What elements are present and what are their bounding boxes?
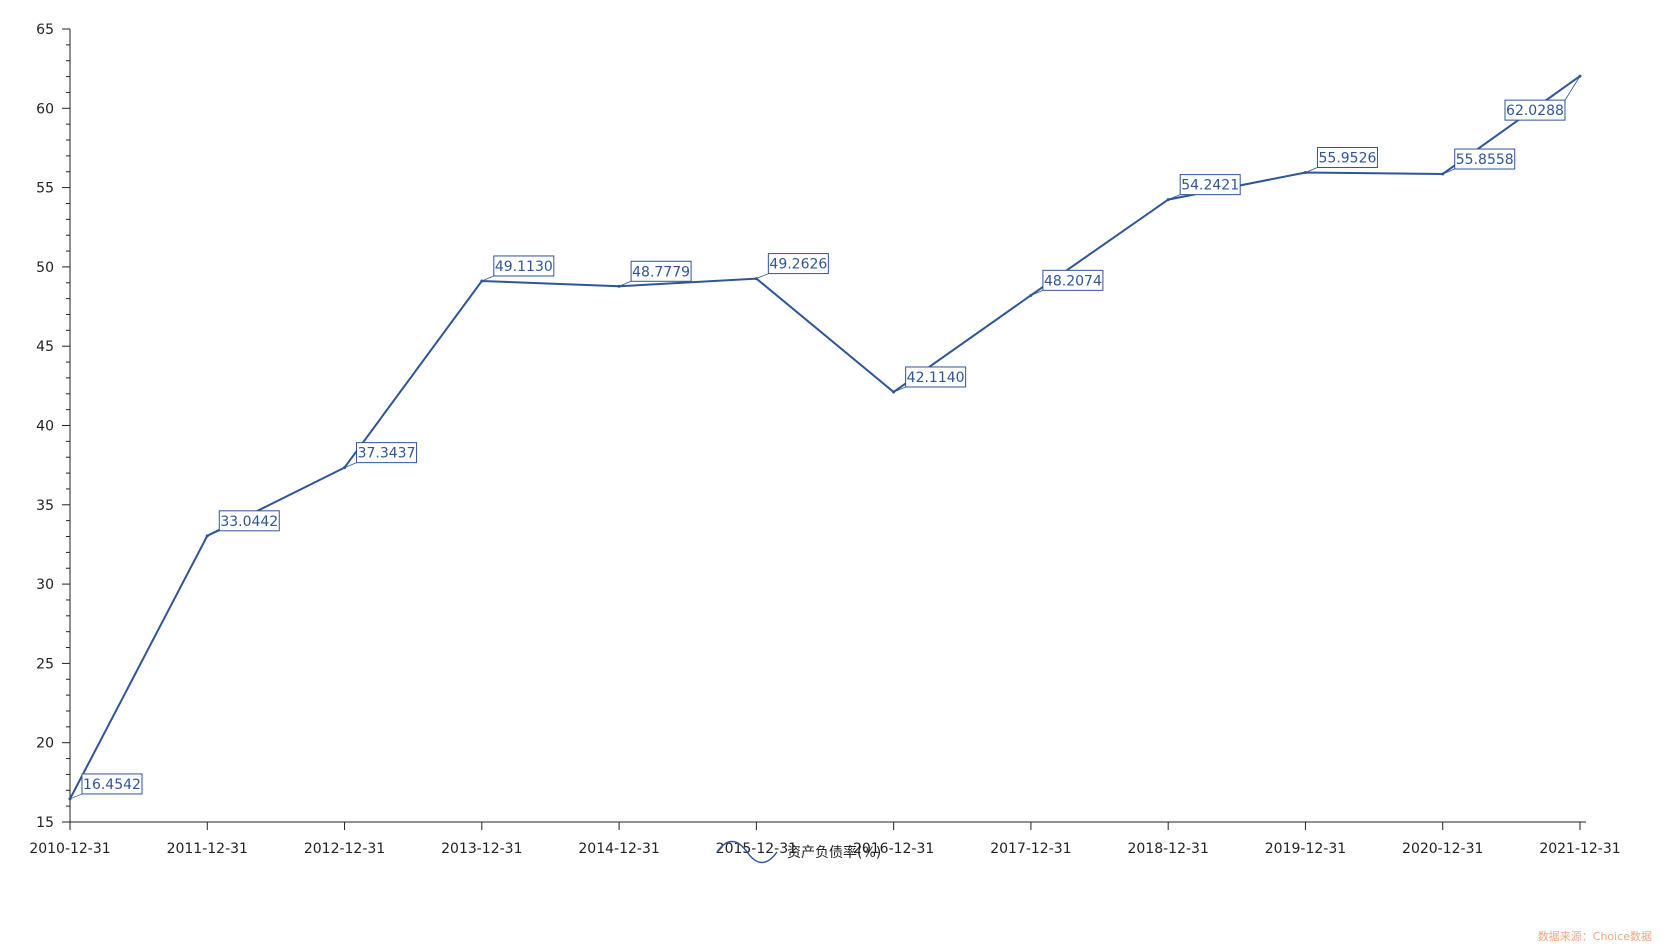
data-label: 49.2626 [769, 257, 827, 273]
data-label-box [630, 260, 692, 282]
data-label-box [356, 442, 418, 464]
x-tick-label: 2012-12-31 [304, 841, 385, 857]
x-tick-label: 2010-12-31 [29, 841, 110, 857]
data-label-leader [893, 386, 906, 393]
data-label-box [1042, 269, 1104, 291]
x-tick-label: 2019-12-31 [1265, 841, 1346, 857]
y-tick-label: 35 [36, 498, 54, 514]
data-label-leader [481, 275, 494, 282]
y-tick-label: 20 [36, 736, 54, 752]
data-label: 49.1130 [495, 259, 553, 275]
data-label-box [905, 366, 967, 388]
data-label-layer: 16.4542 33.0442 37.3437 49.1130 48.7779 49.26… [69, 75, 1581, 800]
data-label: 54.2421 [1181, 178, 1239, 194]
x-tick-label: 2011-12-31 [167, 841, 248, 857]
y-tick-label: 15 [36, 815, 54, 831]
legend[interactable]: 资产负债率(%) [716, 840, 881, 864]
data-label-leader [1564, 75, 1581, 101]
y-tick-label: 25 [36, 656, 54, 672]
x-tick-label: 2018-12-31 [1127, 841, 1208, 857]
series-line [69, 75, 1581, 800]
data-label-box [493, 255, 555, 277]
data-label-box [218, 510, 280, 532]
y-tick-label: 65 [36, 22, 54, 38]
data-label: 33.0442 [220, 514, 278, 530]
y-tick-label: 55 [36, 181, 54, 197]
data-label-box [1504, 99, 1566, 121]
data-label-box [1454, 148, 1516, 170]
data-label-box [1179, 174, 1241, 196]
x-tick-label: 2013-12-31 [441, 841, 522, 857]
data-label-leader [1305, 167, 1318, 173]
legend-label: 资产负债率(%) [787, 844, 881, 861]
data-label: 48.2074 [1044, 273, 1102, 289]
data-label-leader [344, 462, 357, 468]
y-tick-label: 40 [36, 419, 54, 435]
x-tick-label: 2015-12-31 [716, 841, 797, 857]
data-label-leader [756, 273, 769, 279]
x-tick-label: 2020-12-31 [1402, 841, 1483, 857]
x-axis: 2010-12-31 2011-12-31 2012-12-31 2013-12-31… [29, 821, 1621, 857]
y-tick-label: 45 [36, 339, 54, 355]
y-tick-label: 50 [36, 260, 54, 276]
data-label: 62.0288 [1506, 103, 1564, 119]
x-tick-label: 2016-12-31 [853, 841, 934, 857]
source-note: 数据来源：Choice数据 [1538, 929, 1652, 943]
legend-line-icon [716, 840, 778, 864]
data-label-leader [69, 793, 83, 800]
x-tick-label: 2017-12-31 [990, 841, 1071, 857]
data-label-box [1316, 146, 1378, 168]
y-tick-label: 60 [36, 101, 54, 117]
data-label-leader [1442, 168, 1455, 175]
data-label: 48.7779 [632, 264, 690, 280]
data-label-leader [1030, 289, 1044, 296]
data-label: 55.8558 [1456, 152, 1514, 168]
data-label-box [767, 253, 829, 275]
data-label-leader [1168, 194, 1181, 200]
data-label-box [81, 773, 143, 795]
data-label-leader [618, 280, 632, 287]
y-tick-label: 30 [36, 577, 54, 593]
data-label-leader [207, 530, 220, 537]
data-label: 42.1140 [907, 370, 965, 386]
y-axis: 15 20 25 30 35 40 45 50 55 60 65 [36, 22, 71, 831]
x-tick-label: 2014-12-31 [578, 841, 659, 857]
data-label: 16.4542 [83, 777, 141, 793]
series-layer [68, 74, 1582, 801]
data-label: 37.3437 [358, 446, 416, 462]
x-tick-label: 2021-12-31 [1539, 841, 1620, 857]
data-label: 55.9526 [1319, 150, 1377, 166]
